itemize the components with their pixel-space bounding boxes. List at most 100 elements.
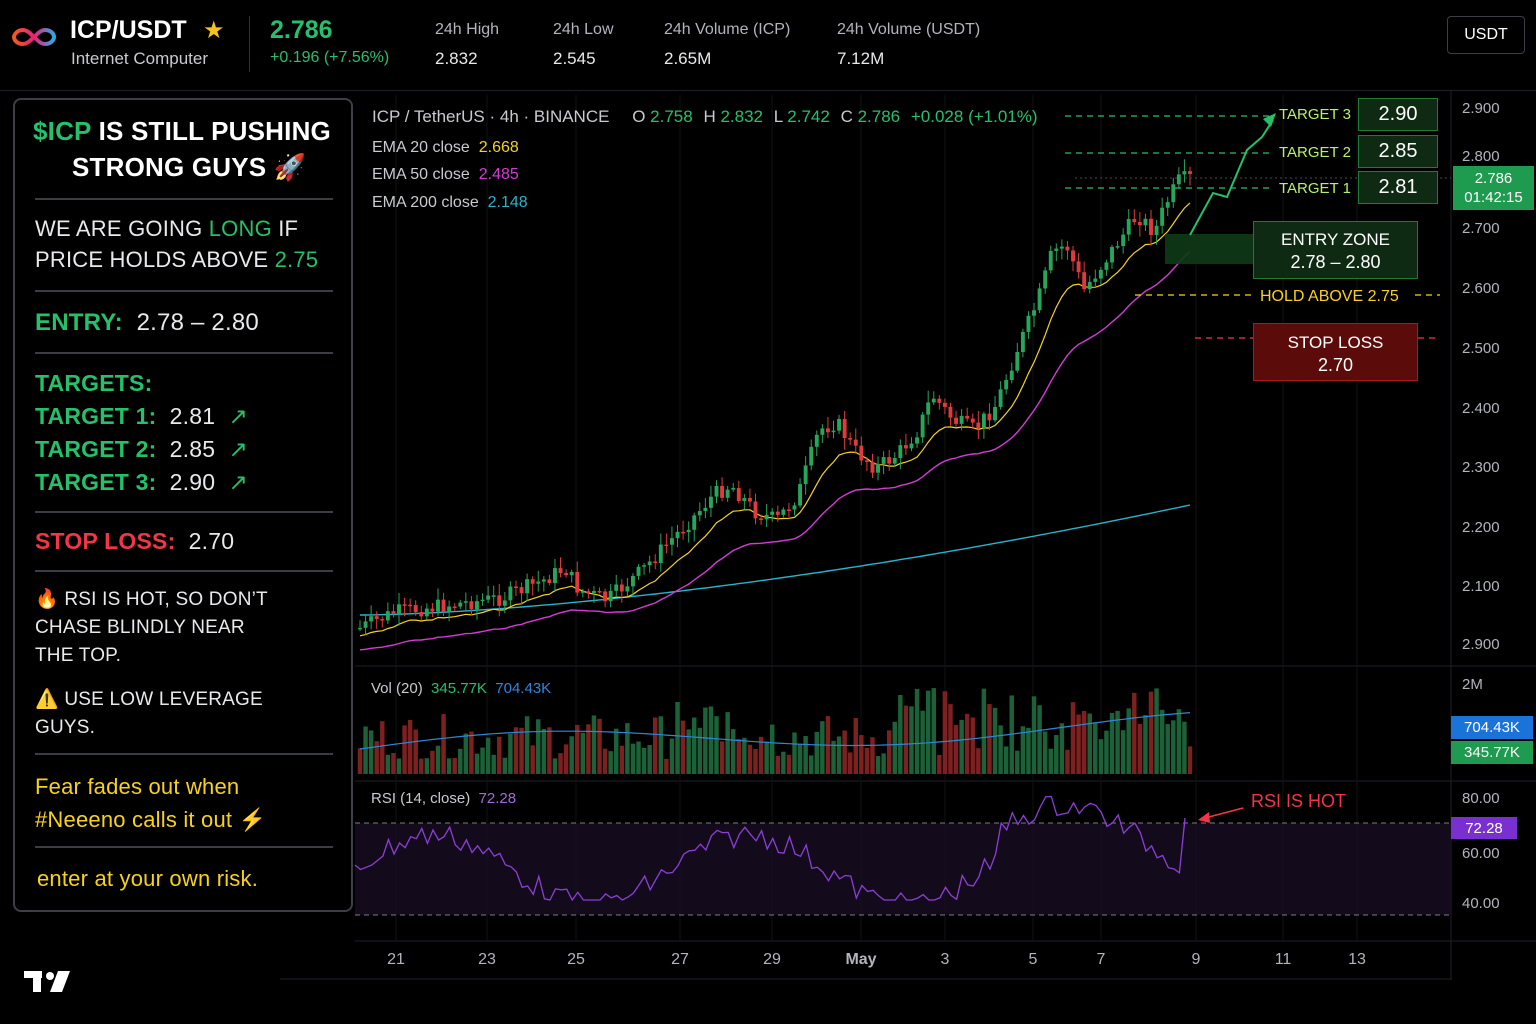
- candle-body: [675, 531, 680, 539]
- volume-bar: [619, 745, 625, 774]
- candle-body: [1082, 272, 1087, 290]
- date-tick: 23: [478, 951, 496, 968]
- volume-bar: [541, 729, 547, 774]
- candle-body: [408, 604, 413, 607]
- volume-bar: [987, 704, 992, 774]
- candle-body: [970, 418, 975, 423]
- ema200-line: [360, 504, 1191, 616]
- target2-line-label: TARGET 2: [1279, 144, 1351, 161]
- candle-body: [514, 586, 518, 589]
- candle-body: [419, 612, 424, 617]
- ema200-value: 2.148: [487, 194, 528, 211]
- candle-body: [502, 600, 507, 606]
- candle-body: [942, 402, 947, 407]
- candle-body: [1176, 174, 1181, 185]
- stat-value-high: 2.832: [435, 49, 478, 68]
- candle-body: [1126, 219, 1131, 235]
- entry-label: ENTRY:: [35, 309, 123, 336]
- stat-label-low: 24h Low: [553, 21, 614, 38]
- candle-body: [436, 599, 440, 612]
- divider: [35, 290, 333, 292]
- ema50-legend[interactable]: EMA 50 close 2.485: [372, 166, 519, 184]
- date-tick: 29: [763, 951, 781, 968]
- candle-body: [508, 586, 513, 601]
- target-3-line: TARGET 3: 2.90 ↗: [35, 469, 248, 496]
- volume-ma-tag: 704.43K: [1451, 716, 1533, 739]
- date-tick: 25: [567, 951, 585, 968]
- holds-text: PRICE HOLDS ABOVE: [35, 247, 275, 272]
- candle-body: [764, 514, 769, 520]
- volume-bar: [502, 757, 508, 774]
- stop-loss-box: STOP LOSS 2.70: [1253, 323, 1418, 381]
- holds-line: PRICE HOLDS ABOVE 2.75: [35, 247, 318, 273]
- ema200-legend[interactable]: EMA 200 close 2.148: [372, 194, 528, 212]
- stat-label-volume-icp: 24h Volume (ICP): [664, 21, 791, 38]
- leverage-warning: ⚠️ USE LOW LEVERAGE GUYS.: [35, 686, 263, 742]
- volume-bar: [1182, 721, 1187, 774]
- volume-bar: [1026, 727, 1031, 774]
- favorite-star-icon[interactable]: ★: [203, 17, 225, 44]
- candle-body: [825, 428, 830, 433]
- candle-body: [736, 488, 741, 502]
- volume-tick: 2M: [1462, 676, 1483, 693]
- going-long-line: WE ARE GOING LONG IF: [35, 216, 298, 242]
- candle-body: [541, 579, 546, 582]
- volume-bar: [508, 733, 513, 774]
- volume-bar: [703, 707, 708, 774]
- target-3-label: TARGET 3:: [35, 469, 157, 495]
- candle-body: [1015, 352, 1020, 371]
- target-2-value: 2.85: [169, 436, 216, 462]
- divider: [35, 846, 333, 848]
- tradingview-logo-icon[interactable]: [24, 968, 74, 994]
- stat-value-low: 2.545: [553, 49, 596, 68]
- rsi-line: [354, 795, 1186, 902]
- volume-bar: [669, 738, 675, 774]
- volume-bar: [1065, 749, 1070, 774]
- ema200-label: EMA 200 close: [372, 194, 479, 211]
- candle-body: [553, 568, 557, 584]
- volume-bar: [446, 758, 452, 774]
- volume-bar: [964, 713, 970, 774]
- candle-body: [536, 581, 541, 584]
- volume-bar: [1120, 730, 1126, 774]
- close-label: C: [840, 107, 853, 126]
- volume-bar: [1042, 731, 1048, 774]
- pair-name: ICP/USDT: [70, 16, 187, 44]
- candle-body: [486, 595, 491, 600]
- candle-body: [798, 484, 803, 506]
- ema20-legend[interactable]: EMA 20 close 2.668: [372, 139, 519, 157]
- arrow-up-right-icon: ↗: [228, 436, 248, 462]
- volume-bar: [530, 745, 535, 774]
- stop-loss-value: 2.70: [188, 528, 235, 554]
- candle-body: [859, 445, 864, 461]
- candle-body: [1048, 250, 1053, 271]
- currency-button[interactable]: USDT: [1447, 16, 1525, 54]
- volume-bar: [736, 739, 742, 774]
- rsi-tick: 40.00: [1462, 895, 1500, 912]
- date-tick: 5: [1028, 951, 1038, 968]
- candle-body: [1121, 234, 1126, 247]
- candle-body: [998, 389, 1003, 407]
- asset-name: Internet Computer: [71, 49, 209, 68]
- volume-bar: [368, 730, 374, 774]
- volume-legend[interactable]: Vol (20) 345.77K 704.43K: [371, 680, 551, 697]
- volume-bar: [1132, 692, 1137, 774]
- volume-bar: [1015, 750, 1020, 774]
- candle-body: [647, 561, 652, 566]
- volume-ma-value: 704.43K: [495, 680, 552, 697]
- hold-above-label: HOLD ABOVE 2.75: [1260, 288, 1399, 305]
- candle-body: [708, 496, 713, 508]
- entry-zone-value: 2.78 – 2.80: [1290, 252, 1381, 272]
- rsi-legend[interactable]: RSI (14, close) 72.28: [371, 790, 516, 807]
- volume-bar: [1020, 726, 1026, 774]
- candle-body: [814, 434, 819, 447]
- volume-bar: [1115, 710, 1120, 774]
- candle-body: [1171, 184, 1176, 203]
- volume-bar: [747, 744, 753, 774]
- candle-body: [530, 579, 535, 584]
- stat-label-volume-usdt: 24h Volume (USDT): [837, 21, 981, 38]
- volume-bar: [391, 752, 396, 774]
- rsi-tag: 72.28: [1451, 817, 1517, 839]
- volume-bar: [742, 737, 747, 774]
